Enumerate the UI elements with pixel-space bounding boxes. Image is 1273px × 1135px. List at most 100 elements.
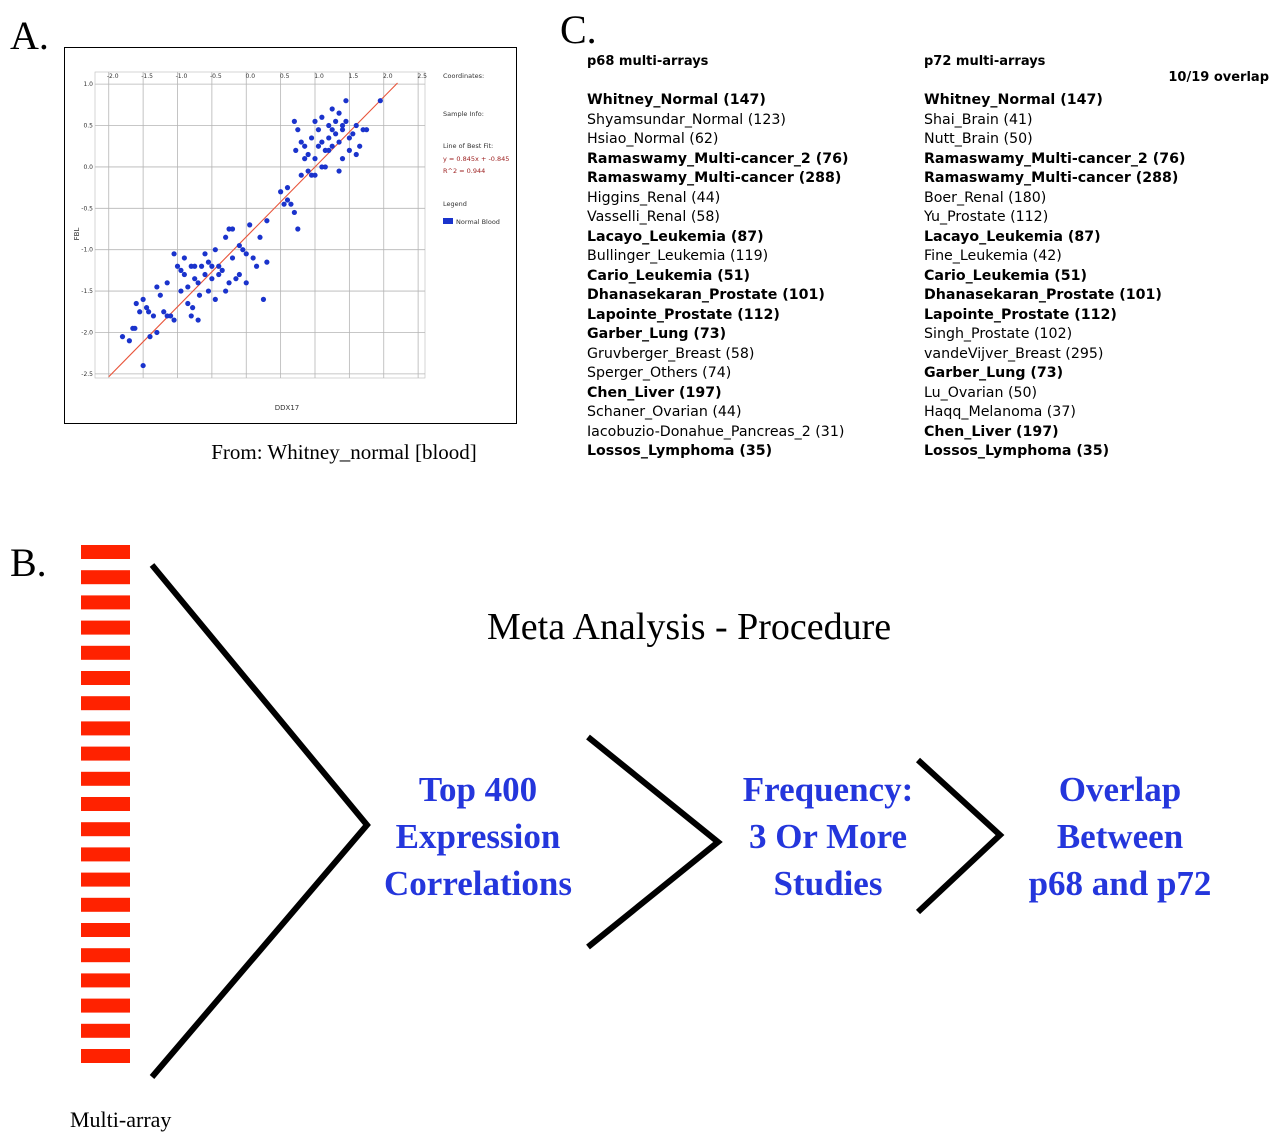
data-point	[229, 255, 236, 261]
data-point	[223, 234, 229, 240]
p72-list-item: vandeVijver_Breast (295)	[924, 345, 1104, 362]
data-point	[305, 151, 311, 158]
data-point	[229, 226, 236, 232]
data-point	[188, 313, 194, 319]
data-point	[119, 334, 126, 340]
p72-list-item: Ramaswamy_Multi-cancer_2 (76)	[924, 150, 1186, 167]
data-point	[202, 251, 208, 257]
p72-list: p72 multi-arrays Whitney_Normal (147) Sha…	[924, 52, 1185, 462]
data-point	[339, 127, 346, 133]
x-tick-label: 1.5	[349, 73, 359, 80]
data-point	[377, 98, 383, 104]
data-point	[264, 259, 270, 265]
data-point	[209, 263, 215, 269]
scatter-plot-frame: -2.0 -1.5 -1.0 -0.5 0.0 0.5 1.0 1.5 2.0 2.5 1.0 0.5…	[64, 47, 517, 424]
p68-list: p68 multi-arrays Whitney_Normal (147) Shy…	[587, 52, 848, 462]
data-point	[223, 288, 229, 294]
p72-list-item: Ramaswamy_Multi-cancer (288)	[924, 170, 1179, 186]
data-point	[164, 280, 170, 286]
data-point	[195, 317, 201, 323]
data-point	[168, 313, 174, 319]
multiarray-bar	[81, 595, 130, 610]
data-point	[190, 305, 196, 311]
data-point	[312, 156, 318, 162]
y-tick-label: -0.5	[81, 205, 93, 212]
multiarray-bar	[81, 847, 130, 862]
data-point	[178, 288, 184, 294]
p72-list-item: Dhanasekaran_Prostate (101)	[924, 287, 1162, 303]
multiarray-bar	[81, 1023, 130, 1038]
data-point	[181, 255, 187, 261]
p72-list-item: Yu_Prostate (112)	[924, 209, 1049, 225]
plot-grid	[94, 71, 426, 379]
p72-header: p72 multi-arrays	[924, 54, 1046, 69]
data-point	[192, 276, 198, 282]
data-point	[126, 338, 132, 344]
p68-list-item: Ramaswamy_Multi-cancer (288)	[587, 170, 842, 186]
side-panel: Coordinates: Sample Info: Line of Best F…	[443, 72, 509, 226]
panel-letter-b: B.	[10, 540, 47, 585]
data-point	[257, 234, 263, 240]
data-point	[363, 127, 370, 133]
data-point	[260, 296, 267, 302]
step-3-line-2: Between	[1056, 817, 1184, 856]
data-point	[329, 127, 335, 133]
data-point	[174, 263, 181, 269]
data-point	[336, 168, 342, 174]
step-overlap: Overlap Between p68 and p72	[1000, 766, 1240, 907]
panel-letter-a: A.	[10, 13, 49, 58]
p68-list-item: Cario_Leukemia (51)	[587, 267, 750, 284]
data-point	[278, 189, 284, 195]
data-point	[250, 255, 256, 261]
fit-line	[108, 82, 398, 378]
data-point	[185, 284, 191, 290]
data-point	[329, 143, 335, 149]
legend-entry: Normal Blood	[456, 218, 500, 226]
p68-list-item: Bullinger_Leukemia (119)	[587, 248, 769, 264]
data-point	[284, 185, 291, 191]
y-tick-label: 0.5	[83, 123, 93, 130]
fit-line-layer	[108, 82, 398, 378]
step-2-line-2: 3 Or More	[748, 817, 908, 856]
x-tick-label: -1.0	[176, 73, 188, 80]
procedure-title: Meta Analysis - Procedure	[487, 606, 892, 648]
data-point	[192, 263, 198, 269]
data-point	[209, 276, 215, 282]
multiarray-bar	[81, 545, 130, 559]
data-points	[119, 98, 383, 369]
funnel-chevron-3	[915, 757, 1005, 915]
x-tick-label: 0.5	[280, 73, 290, 80]
p72-list-item: Lacayo_Leukemia (87)	[924, 228, 1101, 245]
data-point	[216, 263, 222, 269]
x-axis-label: DDX17	[275, 404, 299, 412]
data-point	[329, 106, 335, 112]
data-point	[319, 164, 325, 170]
x-tick-label: -0.5	[210, 73, 222, 80]
data-point	[154, 284, 160, 290]
data-point	[181, 271, 187, 278]
data-point	[133, 300, 139, 307]
multiarray-bar	[81, 696, 130, 711]
panel-letter-c: C.	[560, 7, 597, 52]
p72-list-item: Lapointe_Prostate (112)	[924, 306, 1117, 323]
data-point	[236, 242, 242, 249]
multiarray-label: Multi-array	[70, 1107, 172, 1132]
funnel-chevron-2	[586, 734, 723, 950]
p72-list-item: Cario_Leukemia (51)	[924, 267, 1087, 284]
sample-info-label: Sample Info:	[443, 110, 484, 118]
multiarray-bar	[81, 822, 130, 837]
data-point	[171, 317, 177, 323]
p68-header: p68 multi-arrays	[587, 54, 709, 69]
p68-list-item: Chen_Liver (197)	[587, 384, 722, 401]
p68-list-item: Schaner_Ovarian (44)	[587, 404, 742, 420]
p68-list-item: Sperger_Others (74)	[587, 365, 732, 381]
data-point	[295, 127, 301, 133]
data-point	[205, 259, 212, 265]
p72-list-item: Fine_Leukemia (42)	[924, 248, 1062, 264]
multiarray-bar	[81, 620, 130, 635]
step-2-line-1: Frequency:	[742, 770, 914, 809]
data-point	[333, 118, 339, 124]
multiarray-bar	[81, 570, 130, 585]
data-point	[137, 309, 143, 315]
data-point	[350, 131, 356, 137]
